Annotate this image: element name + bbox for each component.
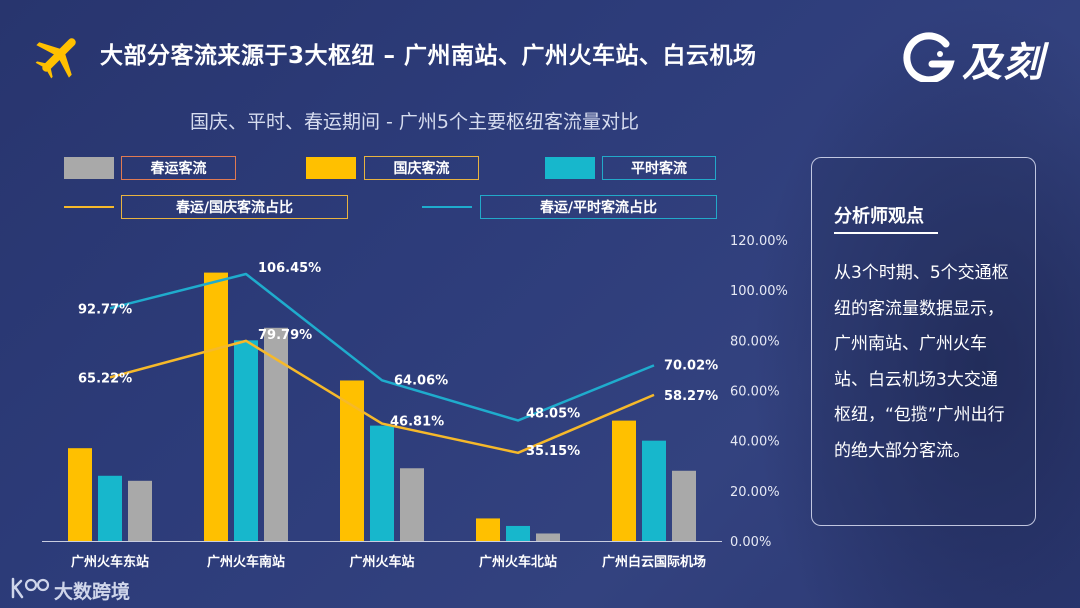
y2-tick-label: 80.00% <box>730 334 780 349</box>
panel-body: 从3个时期、5个交通枢纽的客流量数据显示，广州南站、广州火车站、白云机场3大交通… <box>834 263 1009 461</box>
ratio-line-1 <box>109 272 655 422</box>
ratio-label-1-4: 70.02% <box>664 358 718 373</box>
bar-0-3 <box>476 518 500 541</box>
bar-1-2 <box>370 425 394 541</box>
x-tick-label: 广州火车东站 <box>71 554 149 570</box>
bar-0-1 <box>204 272 228 541</box>
footer-brand-icon <box>11 577 50 599</box>
legend-label-national: 国庆客流 <box>364 156 479 180</box>
x-tick-label: 广州白云国际机场 <box>602 554 706 570</box>
legend-label-national-ratio: 春运/国庆客流占比 <box>121 195 348 219</box>
panel-title: 分析师观点 <box>834 206 924 227</box>
brand-logo-text: 及刻 <box>962 40 1044 86</box>
ratio-label-0-0: 65.22% <box>78 371 132 386</box>
bar-0-2 <box>340 380 364 541</box>
legend-label-spring: 春运客流 <box>121 156 236 180</box>
ratio-label-0-3: 35.15% <box>526 444 580 459</box>
background-shade <box>750 0 1080 608</box>
ratio-line-0 <box>109 339 655 455</box>
ratio-label-1-1: 106.45% <box>258 261 321 276</box>
footer-brand-text: 大数跨境 <box>54 581 131 603</box>
bar-1-1 <box>234 340 258 541</box>
x-tick-label: 广州火车站 <box>349 554 414 570</box>
bar-0-0 <box>68 448 92 541</box>
ratio-label-0-2: 46.81% <box>390 415 444 430</box>
legend-swatch-normal <box>545 157 595 179</box>
x-tick-label: 广州火车北站 <box>479 554 557 570</box>
page-title: 大部分客流来源于3大枢纽 – 广州南站、广州火车站、白云机场 <box>100 43 757 69</box>
ratio-label-1-3: 48.05% <box>526 406 580 421</box>
y2-tick-label: 60.00% <box>730 385 780 400</box>
bar-1-4 <box>642 440 666 541</box>
airplane-icon <box>35 38 76 79</box>
bar-1-3 <box>506 525 530 541</box>
bar-1-0 <box>98 475 122 541</box>
chart-title: 国庆、平时、春运期间 - 广州5个主要枢纽客流量对比 <box>190 111 640 133</box>
legend-line-normal-ratio <box>422 206 472 208</box>
ratio-label-0-1: 79.79% <box>258 328 312 343</box>
legend-label-normal: 平时客流 <box>602 156 716 180</box>
bar-0-4 <box>612 420 636 541</box>
legend-line-national-ratio <box>64 206 114 208</box>
brand-bird-icon <box>903 32 955 82</box>
y2-tick-label: 120.00% <box>730 234 788 249</box>
ratio-label-0-4: 58.27% <box>664 389 718 404</box>
ratio-label-1-2: 64.06% <box>394 373 448 388</box>
x-tick-label: 广州火车南站 <box>207 554 285 570</box>
legend-label-normal-ratio: 春运/平时客流占比 <box>480 195 717 219</box>
y2-tick-label: 20.00% <box>730 485 780 500</box>
y2-tick-label: 100.00% <box>730 284 788 299</box>
analyst-panel: 分析师观点 从3个时期、5个交通枢纽的客流量数据显示，广州南站、广州火车站、白云… <box>811 157 1036 526</box>
ratio-label-1-0: 92.77% <box>78 302 132 317</box>
y2-tick-label: 40.00% <box>730 435 780 450</box>
bar-2-0 <box>128 480 152 541</box>
legend-swatch-spring <box>64 157 114 179</box>
y2-tick-label: 0.00% <box>730 535 771 550</box>
panel-title-underline <box>834 232 938 234</box>
bar-2-3 <box>536 533 560 541</box>
legend-swatch-national <box>306 157 356 179</box>
bar-2-2 <box>400 468 424 541</box>
bar-2-4 <box>672 470 696 541</box>
